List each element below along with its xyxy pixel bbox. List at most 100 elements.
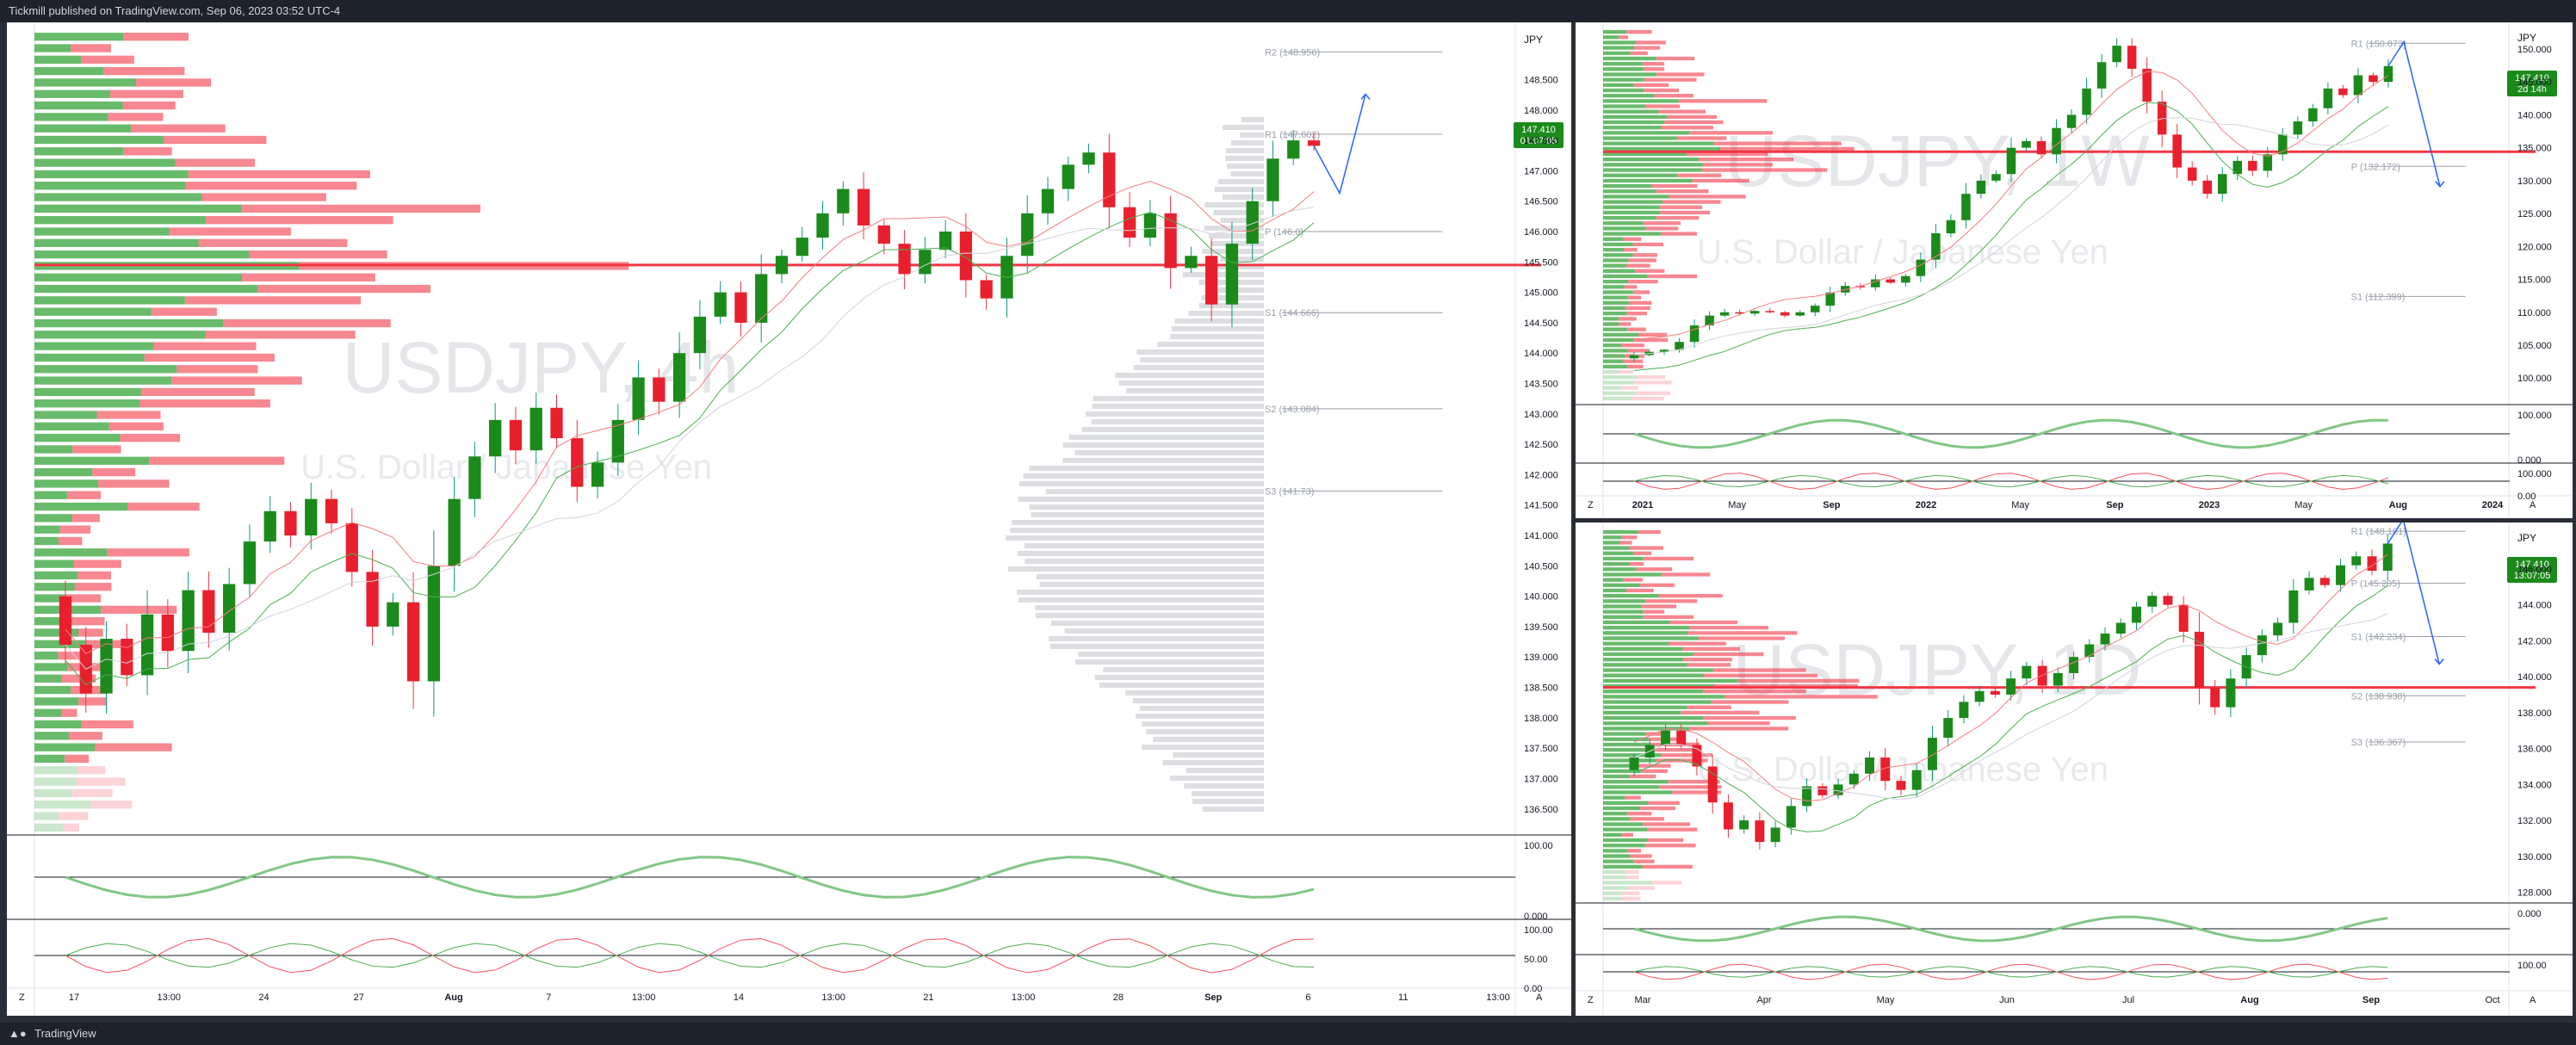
candle-body xyxy=(325,498,338,523)
y-tick-label: 150.000 xyxy=(2517,45,2552,55)
volume-profile-bar-red xyxy=(1692,178,1749,183)
volume-profile-bar-green xyxy=(34,204,242,213)
subpane-y-tick: 0.000 xyxy=(1524,912,1548,922)
volume-profile-bar-green xyxy=(1603,168,1703,172)
volume-profile-bar-red xyxy=(1619,541,1632,545)
volume-profile-bar-red xyxy=(1619,35,1628,40)
volume-profile-bar-red xyxy=(1686,151,1768,157)
price-tag-bg xyxy=(1514,122,1564,148)
session-volume-bar xyxy=(1018,497,1264,502)
volume-profile-bar-red xyxy=(65,754,90,764)
volume-profile-bar-red xyxy=(1636,764,1671,768)
session-volume-bar xyxy=(1225,156,1264,161)
countdown-label: 13:07:05 xyxy=(2514,571,2551,581)
x-tick-label: 13:00 xyxy=(821,992,845,1003)
x-tick-label: 24 xyxy=(258,992,269,1003)
volume-profile-bar-green xyxy=(34,514,72,522)
volume-profile-bar-green xyxy=(34,467,93,477)
volume-profile-bar-red xyxy=(1629,546,1663,550)
session-volume-bar xyxy=(1204,202,1264,207)
volume-profile-bar-red xyxy=(1624,285,1638,289)
volume-profile-bar-red xyxy=(151,307,217,316)
volume-profile-bar-green xyxy=(34,663,68,671)
volume-profile-bar-red xyxy=(1642,61,1664,66)
ichimoku-conversion xyxy=(1633,71,2389,340)
volume-profile-bar-green xyxy=(34,307,152,316)
x-tick-label: May xyxy=(1728,500,1746,510)
session-volume-bar xyxy=(1240,133,1264,138)
session-volume-bar xyxy=(1081,427,1264,432)
volume-profile-bar-red xyxy=(1634,46,1661,50)
candle-body xyxy=(2278,134,2288,155)
candle-body xyxy=(775,256,789,275)
volume-profile-bar-green xyxy=(1603,806,1640,811)
candle-body xyxy=(2157,102,2167,135)
chart-svg: USDJPY, 4h U.S. Dollar / Japanese Yen R2 (… xyxy=(7,22,1571,1016)
volume-profile-bar-green xyxy=(1603,785,1660,789)
volume-profile-bar-green xyxy=(1603,109,1659,114)
x-tick-label: May xyxy=(2294,500,2313,510)
session-volume-bar xyxy=(1140,357,1264,362)
volume-profile-bar-red xyxy=(1635,391,1671,395)
volume-profile-bar-green xyxy=(1603,35,1619,40)
session-volume-bar xyxy=(1222,195,1264,200)
volume-profile-bar-red xyxy=(184,296,362,305)
candle-body xyxy=(1629,355,1639,359)
candle-body xyxy=(1770,827,1780,843)
volume-profile-bar-green xyxy=(1603,546,1630,550)
volume-profile-bar-green xyxy=(1603,567,1637,572)
volume-profile-bar-green xyxy=(1603,215,1656,220)
volume-profile-bar-green xyxy=(34,560,74,568)
volume-profile-bar-red xyxy=(1637,375,1666,380)
session-volume-bar xyxy=(1050,644,1264,649)
candle-body xyxy=(1880,757,1891,782)
volume-profile-bar-green xyxy=(1603,658,1684,662)
session-volume-bar xyxy=(1156,342,1264,347)
volume-profile-bar-green xyxy=(1603,386,1621,390)
volume-profile-bar-red xyxy=(1628,258,1656,263)
candle-body xyxy=(161,614,174,652)
x-tick-label: Apr xyxy=(1756,995,1771,1005)
volume-profile-bar-red xyxy=(163,135,267,145)
chart-panel-daily[interactable]: USDJPY, 1D U.S. Dollar / Japanese Yen R1 (… xyxy=(1576,522,2573,1016)
volume-profile-bar-green xyxy=(1603,817,1631,821)
volume-profile-bar-red xyxy=(249,250,387,259)
volume-profile-bar-green xyxy=(1603,343,1621,348)
x-tick-label: 14 xyxy=(734,992,744,1003)
pivot-label-2: S1 (142.234) xyxy=(2351,633,2406,643)
candle-body xyxy=(1865,757,1874,774)
volume-profile-bar-green xyxy=(34,411,97,419)
candle-body xyxy=(2308,108,2318,122)
subpane-series-b xyxy=(1633,966,2388,978)
volume-profile-bar-green xyxy=(1603,364,1628,369)
volume-profile-bar-red xyxy=(1626,886,1656,890)
brand-name[interactable]: TradingView xyxy=(34,1027,96,1040)
volume-profile-bar-red xyxy=(1625,869,1639,875)
tradingview-logo-icon[interactable]: ▲● xyxy=(9,1027,27,1040)
chart-panel-weekly[interactable]: USDJPY, 1W U.S. Dollar / Japanese Yen R1 (… xyxy=(1576,22,2573,518)
volume-profile-bar-green xyxy=(34,732,70,740)
volume-profile-bar-red xyxy=(1647,274,1698,279)
volume-profile-bar-red xyxy=(1672,790,1722,795)
y-tick-label: 148.500 xyxy=(1524,75,1558,85)
candle-body xyxy=(2263,154,2273,171)
candle-body xyxy=(1848,773,1859,785)
session-volume-bar xyxy=(1192,791,1264,796)
volume-profile-bar-green xyxy=(1603,779,1669,784)
volume-profile-bar-red xyxy=(1623,237,1642,241)
candle-body xyxy=(1719,312,1730,316)
candle-body xyxy=(529,407,542,451)
volume-profile-bar-green xyxy=(34,536,59,546)
session-volume-bar xyxy=(1125,690,1264,696)
chart-panel-4h[interactable]: USDJPY, 4h U.S. Dollar / Japanese Yen R2 (… xyxy=(7,22,1571,1016)
volume-profile-bar-red xyxy=(81,55,134,64)
volume-profile-bar-green xyxy=(34,525,60,534)
volume-profile-bar-green xyxy=(1603,535,1622,540)
x-tick-label: 28 xyxy=(1113,992,1124,1003)
volume-profile-bar-green xyxy=(1603,705,1687,709)
candle-body xyxy=(1287,140,1300,159)
volume-profile-bar-red xyxy=(1644,844,1696,848)
volume-profile-bar-green xyxy=(34,766,77,775)
session-volume-bar xyxy=(1230,171,1264,176)
volume-profile-bar-green xyxy=(1603,290,1633,294)
